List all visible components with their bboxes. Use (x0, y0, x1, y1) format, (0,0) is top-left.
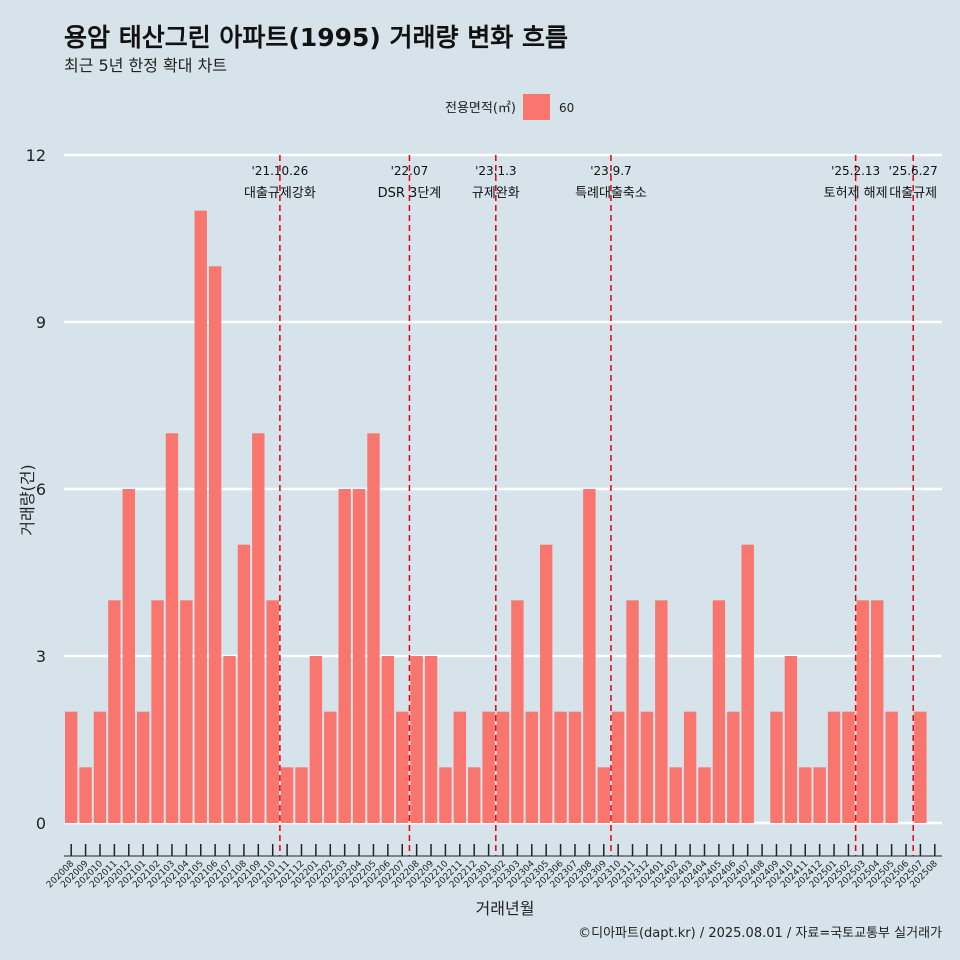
annotation-date: '23.1.3 (475, 164, 516, 178)
bar (237, 544, 251, 823)
bar (65, 711, 78, 823)
bar (180, 600, 193, 823)
bar (827, 711, 841, 823)
annotation-label: 토허제 해제 (824, 186, 888, 201)
bar (108, 600, 121, 823)
bar (539, 544, 553, 823)
bar (165, 433, 179, 823)
bar (741, 544, 754, 823)
bar (223, 656, 236, 823)
bar (813, 767, 826, 823)
bar (712, 600, 726, 823)
y-axis-ticks: 0 3 6 9 12 (26, 146, 46, 833)
bar (280, 767, 294, 823)
bar (511, 600, 524, 823)
bar (554, 711, 567, 823)
bar (136, 711, 150, 823)
legend-swatch (523, 94, 550, 120)
legend-label: 60 (559, 101, 574, 115)
bar (381, 656, 395, 823)
bar (525, 711, 538, 823)
bar (583, 489, 596, 823)
bar (93, 711, 107, 823)
annotation-date: '22.07 (391, 164, 429, 178)
bar (770, 711, 783, 823)
y-tick-label: 3 (36, 647, 46, 666)
bar (856, 600, 870, 823)
event-annotations: '21.10.26 대출규제강화 '22.07 DSR 3단계 '23.1.3 규제완화 '… (244, 155, 938, 856)
y-tick-label: 12 (26, 146, 46, 165)
bar (468, 767, 481, 823)
bars (65, 210, 927, 823)
chart-subtitle: 최근 5년 한정 확대 차트 (64, 56, 228, 75)
annotation-label: 대출규제 (889, 186, 937, 201)
bar (698, 767, 711, 823)
annotation-label: DSR 3단계 (378, 186, 442, 201)
bar (669, 767, 682, 823)
bar (439, 767, 452, 823)
bar (496, 711, 510, 823)
annotation-label: 규제완화 (472, 186, 520, 201)
annotation-date: '25.6.27 (889, 164, 938, 178)
legend-title: 전용면적(㎡) (445, 101, 516, 116)
annotation-label: 대출규제강화 (244, 186, 316, 201)
bar (914, 711, 927, 823)
y-tick-label: 0 (36, 814, 46, 833)
bar (871, 600, 884, 823)
bar (208, 266, 222, 823)
bar (252, 433, 265, 823)
bar (885, 711, 898, 823)
bar (626, 600, 639, 823)
annotation-date: '21.10.26 (252, 164, 309, 178)
bar (122, 489, 135, 823)
bar (424, 656, 438, 823)
bar (367, 433, 380, 823)
source-credit: ©디아파트(dapt.kr) / 2025.08.01 / 자료=국토교통부 실… (578, 926, 942, 941)
y-tick-label: 9 (36, 313, 46, 332)
legend: 전용면적(㎡) 60 (445, 94, 574, 120)
bar (194, 210, 207, 823)
annotation-date: '25.2.13 (831, 164, 880, 178)
bar (611, 711, 625, 823)
bar (683, 711, 697, 823)
y-tick-label: 6 (36, 480, 46, 499)
bar (727, 711, 740, 823)
bar (799, 767, 812, 823)
bar (640, 711, 654, 823)
bar (151, 600, 164, 823)
bar (784, 656, 798, 823)
bar (324, 711, 337, 823)
bar (410, 656, 423, 823)
chart-title: 용암 태산그린 아파트(1995) 거래량 변화 흐름 (64, 23, 568, 52)
bar (453, 711, 467, 823)
bar (309, 656, 323, 823)
bar (655, 600, 668, 823)
annotation-label: 특례대출축소 (575, 186, 647, 201)
annotation-date: '23.9.7 (590, 164, 631, 178)
bar (79, 767, 92, 823)
bar (352, 489, 366, 823)
bar (338, 489, 351, 823)
y-axis-label: 거래량(건) (18, 464, 37, 535)
bar (842, 711, 855, 823)
x-axis-label: 거래년월 (476, 899, 535, 918)
bar (597, 767, 610, 823)
x-axis: 2020082020092020102020112020122021012021… (45, 844, 942, 890)
bar (568, 711, 582, 823)
bar (295, 767, 308, 823)
bar (266, 600, 279, 823)
bar (482, 711, 495, 823)
bar (396, 711, 409, 823)
